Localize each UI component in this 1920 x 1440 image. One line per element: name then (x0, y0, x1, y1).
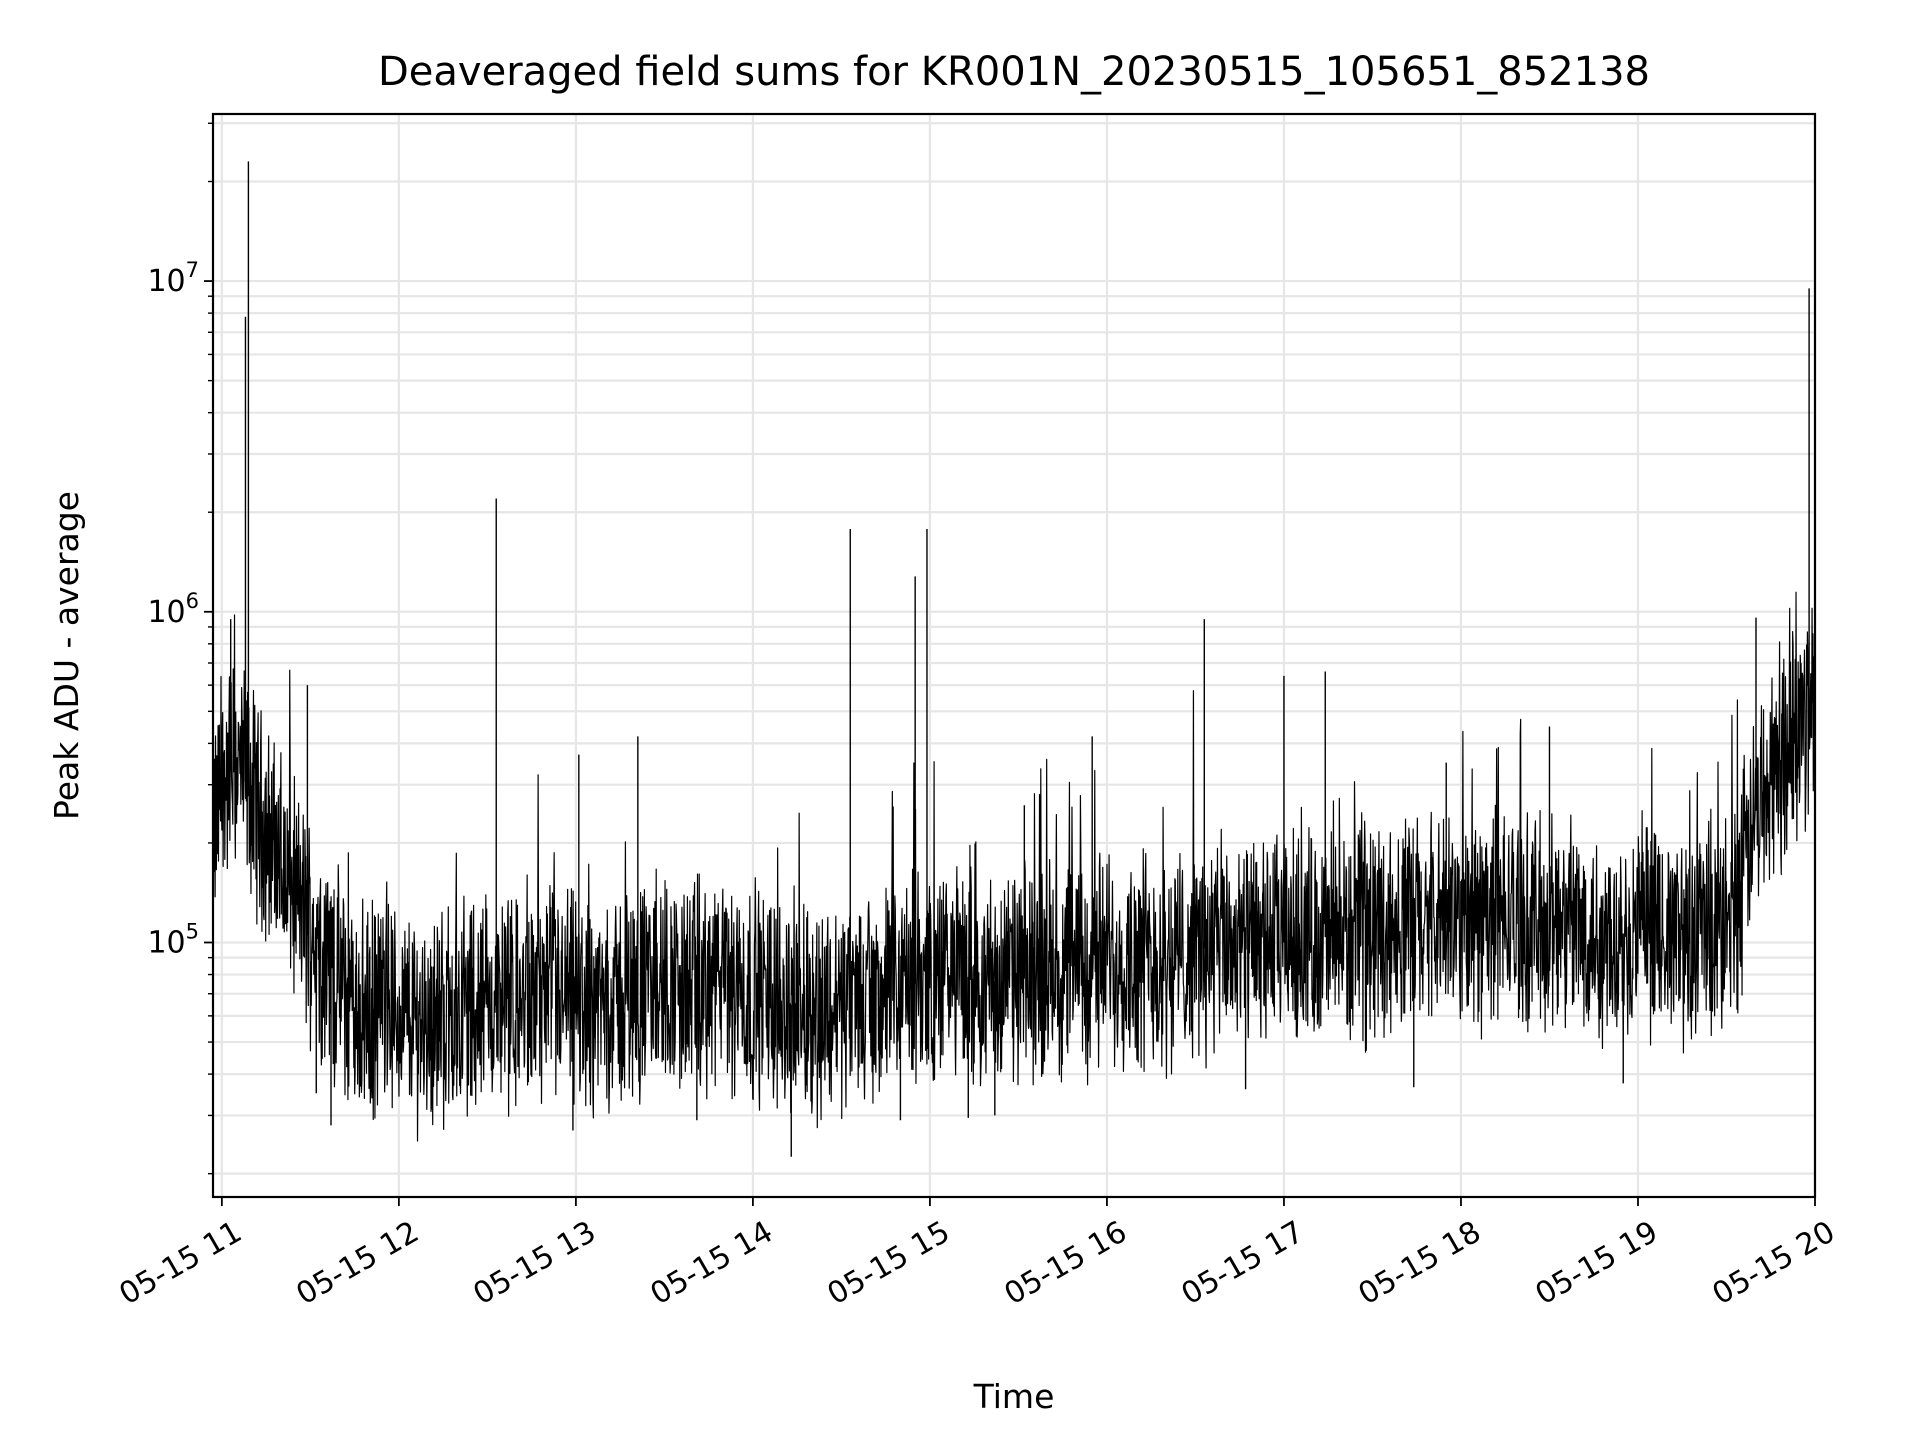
y-tick-label: 105 (147, 919, 199, 960)
y-tick-label: 106 (147, 589, 199, 630)
series-line (212, 591, 1816, 1142)
y-axis-title: Peak ADU - average (47, 491, 86, 820)
y-tick-label: 107 (147, 258, 199, 299)
x-axis-title: Time (973, 1377, 1055, 1416)
chart-title: Deaveraged field sums for KR001N_2023051… (378, 49, 1650, 95)
grid (213, 114, 1817, 1197)
series-group (212, 161, 1816, 1157)
plot-frame (211, 112, 1817, 1199)
